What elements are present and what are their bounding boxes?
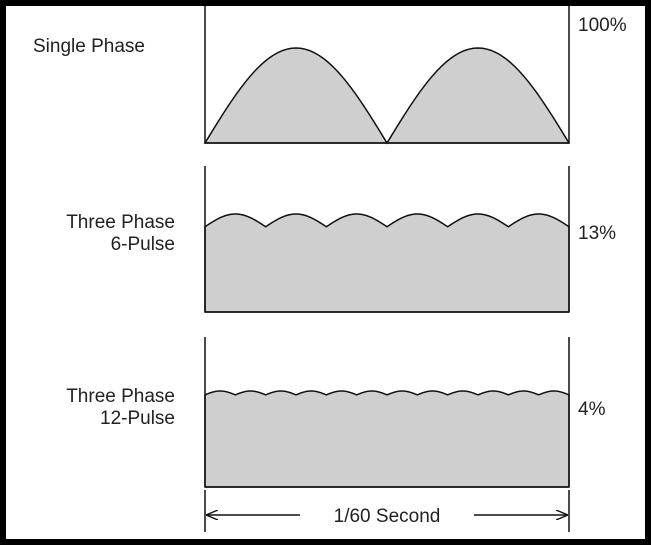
- label-12-pulse-line1: Three Phase: [66, 386, 175, 407]
- time-axis-label: 1/60 Second: [334, 506, 441, 527]
- single-phase-waveform: [203, 47, 571, 145]
- time-axis: 1/60 Second: [204, 490, 570, 532]
- label-12-pulse-line2: 12-Pulse: [100, 408, 175, 429]
- panel-three-phase-6-pulse: Three Phase 6-Pulse 13%: [66, 166, 616, 313]
- label-single-phase: Single Phase: [33, 36, 145, 57]
- six-pulse-waveform: [204, 213, 570, 313]
- panel-single-phase: Single Phase 100%: [33, 6, 627, 145]
- label-6-pulse-line1: Three Phase: [66, 212, 175, 233]
- label-6-pulse-line2: 6-Pulse: [111, 234, 175, 255]
- ripple-label-single: 100%: [578, 15, 627, 36]
- ripple-label-6-pulse: 13%: [578, 223, 616, 244]
- ripple-label-12-pulse: 4%: [578, 399, 606, 420]
- twelve-pulse-waveform: [204, 390, 570, 488]
- panel-three-phase-12-pulse: Three Phase 12-Pulse 4%: [66, 337, 606, 488]
